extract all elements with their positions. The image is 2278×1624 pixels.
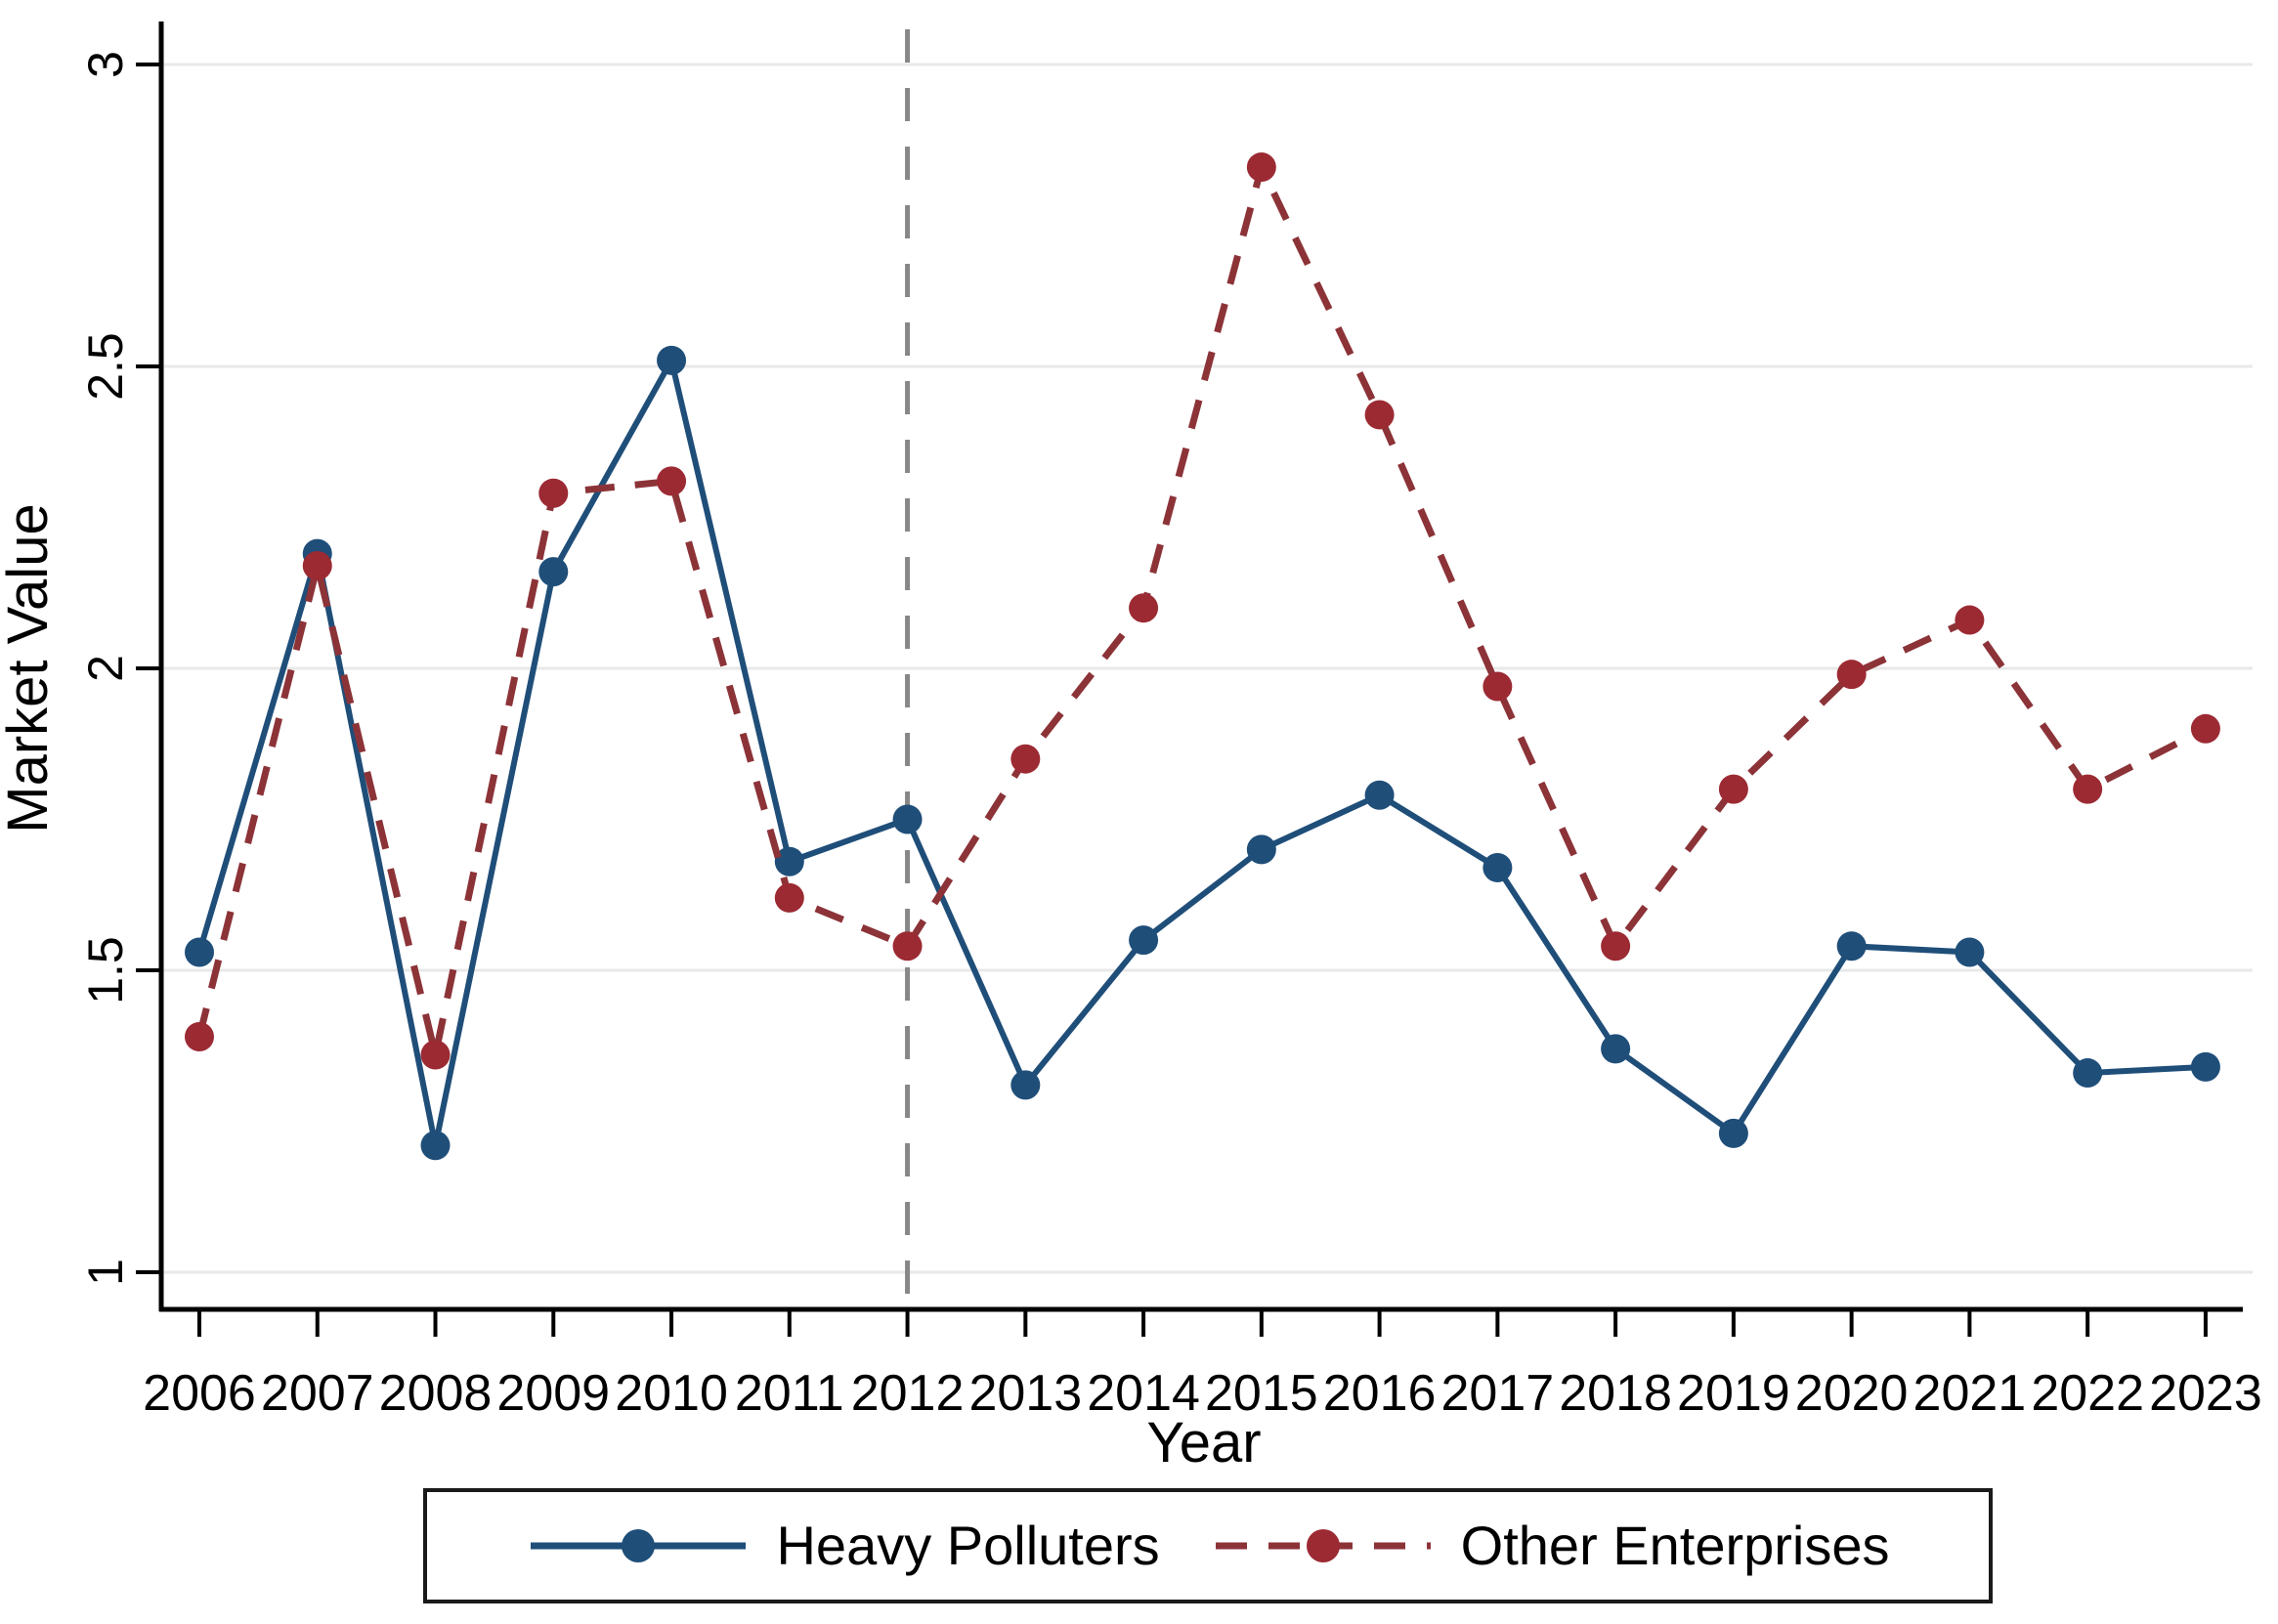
x-tick-label: 2015 (1205, 1365, 1318, 1422)
data-point-marker (538, 557, 569, 587)
legend-item-heavy-polluters: Heavy Polluters (526, 1514, 1160, 1578)
data-point-marker (185, 1021, 214, 1051)
legend-marker-sample (622, 1529, 656, 1562)
data-point-marker (1601, 931, 1631, 962)
data-point-marker (1601, 1034, 1631, 1064)
x-tick-label: 2018 (1559, 1365, 1672, 1422)
y-tick-label: 2.5 (78, 332, 133, 401)
data-point-marker (2073, 774, 2103, 804)
data-point-marker (1955, 937, 1985, 967)
x-tick-label: 2011 (735, 1365, 844, 1422)
x-tick-label: 2017 (1441, 1365, 1555, 1422)
dashed-line-marker-icon (1215, 1529, 1431, 1562)
y-tick-label: 1.5 (78, 936, 133, 1004)
data-point-marker (774, 846, 804, 876)
data-point-marker (1246, 834, 1276, 865)
data-point-marker (892, 804, 923, 834)
data-point-marker (1129, 925, 1159, 956)
data-point-marker (2190, 1051, 2220, 1082)
data-point-marker (1364, 400, 1395, 430)
data-point-marker (185, 937, 214, 967)
data-point-marker (420, 1131, 451, 1161)
x-tick-label: 2009 (496, 1365, 610, 1422)
x-tick-label: 2010 (615, 1365, 728, 1422)
x-tick-label: 2014 (1087, 1365, 1200, 1422)
data-point-marker (1718, 1118, 1748, 1148)
series-line-0 (196, 357, 2207, 1149)
y-tick-label: 1 (78, 1259, 133, 1286)
x-tick-label: 2006 (143, 1365, 256, 1422)
y-tick-label: 2 (78, 655, 133, 682)
x-tick-label: 2020 (1795, 1365, 1909, 1422)
data-point-marker (1836, 931, 1867, 962)
data-point-marker (1010, 1070, 1041, 1100)
y-axis-title: Market Value (0, 503, 60, 833)
data-point-marker (2073, 1058, 2103, 1089)
y-tick-label: 3 (78, 51, 133, 78)
data-point-marker (657, 345, 687, 375)
data-point-marker (2190, 713, 2220, 744)
data-point-marker (1955, 605, 1985, 635)
data-point-marker (892, 931, 923, 962)
data-point-marker (302, 550, 332, 580)
x-tick-label: 2007 (261, 1365, 374, 1422)
series-line-1 (195, 163, 2208, 1059)
data-point-marker (774, 882, 804, 913)
data-point-marker (1010, 744, 1041, 774)
x-tick-label: 2021 (1913, 1365, 2027, 1422)
x-tick-label: 2012 (851, 1365, 965, 1422)
x-axis-title: Year (1146, 1411, 1261, 1474)
data-point-marker (420, 1040, 451, 1070)
data-point-marker (657, 466, 687, 496)
data-point-marker (1364, 780, 1395, 810)
data-point-marker (1483, 671, 1513, 702)
x-tick-label: 2019 (1677, 1365, 1790, 1422)
x-tick-label: 2022 (2031, 1365, 2144, 1422)
x-tick-label: 2008 (379, 1365, 493, 1422)
legend-label-other-enterprises: Other Enterprises (1460, 1515, 1890, 1576)
data-point-marker (1129, 593, 1159, 623)
x-tick-label: 2023 (2149, 1365, 2262, 1422)
x-tick-label: 2013 (968, 1365, 1082, 1422)
x-tick-label: 2016 (1323, 1365, 1437, 1422)
data-point-marker (1246, 152, 1276, 183)
data-point-marker (1836, 660, 1867, 690)
data-point-marker (1718, 774, 1748, 804)
data-point-marker (538, 478, 569, 508)
legend-item-other-enterprises: Other Enterprises (1211, 1514, 1890, 1578)
legend-marker-sample (1306, 1529, 1340, 1562)
legend: Heavy Polluters Other Enterprises (423, 1488, 1993, 1603)
solid-line-marker-icon (531, 1529, 747, 1562)
data-point-marker (1483, 852, 1513, 882)
legend-label-heavy-polluters: Heavy Polluters (776, 1515, 1160, 1576)
